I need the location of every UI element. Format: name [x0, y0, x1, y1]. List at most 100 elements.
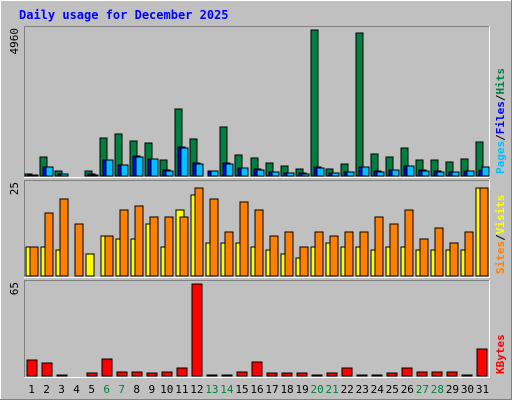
bar-pages-day-16 [256, 169, 265, 177]
legend-entry: / [494, 134, 507, 141]
bar-pages-day-17 [271, 171, 280, 177]
bar-kbytes-day-12 [191, 283, 203, 377]
bar-kbytes-day-25 [386, 372, 398, 377]
bar-sites-day-20 [314, 231, 324, 277]
bar-pages-day-30 [466, 170, 475, 177]
x-tick-label-day-29: 29 [446, 383, 459, 396]
series-sites [29, 187, 489, 277]
x-tick-label-day-2: 2 [43, 383, 50, 396]
panel-visits-sites: 25 Sites/Visits [8, 180, 507, 278]
legend: KBytes [494, 334, 507, 374]
bar-kbytes-day-14 [221, 374, 233, 377]
bar-kbytes-day-10 [161, 371, 173, 377]
bar-kbytes-day-29 [446, 371, 458, 377]
legend-entry: KBytes [494, 334, 507, 374]
bar-kbytes-day-11 [176, 367, 188, 377]
x-tick-label-day-6: 6 [103, 383, 110, 396]
bar-pages-day-14 [225, 163, 234, 177]
bar-sites-day-7 [119, 209, 129, 277]
bar-pages-day-21 [331, 172, 340, 177]
bar-pages-day-27 [421, 170, 430, 177]
bar-sites-day-26 [404, 209, 414, 277]
bar-kbytes-day-5 [86, 372, 98, 377]
bar-sites-day-17 [269, 235, 279, 277]
bar-pages-day-6 [105, 159, 114, 177]
bar-sites-day-31 [479, 187, 489, 277]
bar-pages-day-10 [165, 170, 174, 177]
bar-pages-day-31 [481, 166, 490, 177]
legend-entry: Pages [494, 141, 507, 174]
bar-kbytes-day-24 [371, 374, 383, 377]
bar-sites-day-2 [44, 212, 54, 277]
bar-sites-day-10 [164, 216, 174, 277]
bar-sites-day-11 [179, 216, 189, 277]
bar-pages-day-12 [195, 163, 204, 177]
x-tick-label-day-23: 23 [356, 383, 369, 396]
legend-entry: / [494, 234, 507, 241]
x-tick-label-day-8: 8 [133, 383, 140, 396]
legend: Sites/Visits [494, 195, 507, 275]
bar-sites-day-12 [194, 187, 204, 277]
series-kbytes [26, 283, 488, 377]
x-tick-label-day-1: 1 [28, 383, 35, 396]
bar-sites-day-4 [74, 223, 84, 277]
chart-panels: 4960Pages/Files/Hits25Sites/Visits65KByt… [8, 26, 507, 378]
bar-kbytes-day-16 [251, 361, 263, 377]
bar-pages-day-29 [451, 171, 460, 177]
bar-pages-day-3 [60, 173, 69, 177]
bar-kbytes-day-13 [206, 374, 218, 377]
chart-title: Daily usage for December 2025 [19, 8, 229, 22]
bar-sites-day-15 [239, 201, 249, 277]
bar-kbytes-day-31 [476, 348, 488, 377]
x-tick-label-day-7: 7 [118, 383, 125, 396]
legend-entry: / [494, 94, 507, 101]
bar-kbytes-day-27 [416, 371, 428, 377]
bar-kbytes-day-18 [281, 372, 293, 377]
bar-pages-day-28 [436, 171, 445, 177]
bar-sites-day-24 [374, 216, 384, 277]
bar-kbytes-day-15 [236, 371, 248, 377]
bar-pages-day-18 [286, 172, 295, 177]
bar-kbytes-day-30 [461, 374, 473, 377]
x-tick-label-day-14: 14 [220, 383, 234, 396]
x-tick-label-day-4: 4 [73, 383, 80, 396]
x-tick-label-day-25: 25 [386, 383, 399, 396]
bar-kbytes-day-1 [26, 359, 38, 377]
bar-hits-day-23 [355, 32, 364, 177]
bar-sites-day-30 [464, 231, 474, 277]
bar-kbytes-day-8 [131, 371, 143, 377]
x-tick-label-day-30: 30 [461, 383, 474, 396]
bar-kbytes-day-6 [101, 358, 113, 377]
x-tick-label-day-5: 5 [88, 383, 95, 396]
bar-sites-day-23 [359, 231, 369, 277]
x-tick-label-day-19: 19 [295, 383, 308, 396]
y-max-label: 4960 [8, 28, 21, 55]
bar-sites-day-8 [134, 205, 144, 277]
x-tick-label-day-16: 16 [250, 383, 263, 396]
bar-kbytes-day-17 [266, 372, 278, 377]
bar-kbytes-day-22 [341, 367, 353, 377]
bar-pages-day-5 [90, 174, 99, 177]
x-tick-label-day-10: 10 [160, 383, 173, 396]
legend-entry: Visits [494, 195, 507, 235]
x-tick-label-day-17: 17 [265, 383, 278, 396]
x-tick-label-day-18: 18 [280, 383, 293, 396]
x-tick-label-day-11: 11 [175, 383, 188, 396]
bar-sites-day-6 [104, 235, 114, 277]
bar-hits-day-20 [310, 29, 319, 177]
bar-sites-day-13 [209, 198, 219, 277]
x-tick-label-day-20: 20 [311, 383, 324, 396]
bar-kbytes-day-2 [41, 362, 53, 377]
bar-kbytes-day-9 [146, 372, 158, 377]
bar-pages-day-19 [301, 173, 310, 177]
bar-pages-day-8 [135, 156, 144, 177]
x-tick-label-day-21: 21 [326, 383, 339, 396]
y-max-label: 25 [8, 182, 21, 195]
x-tick-label-day-15: 15 [235, 383, 248, 396]
bar-sites-day-14 [224, 231, 234, 277]
bar-pages-day-20 [316, 167, 325, 177]
bar-kbytes-day-21 [326, 372, 338, 377]
bar-pages-day-24 [376, 171, 385, 177]
x-tick-label-day-27: 27 [416, 383, 429, 396]
